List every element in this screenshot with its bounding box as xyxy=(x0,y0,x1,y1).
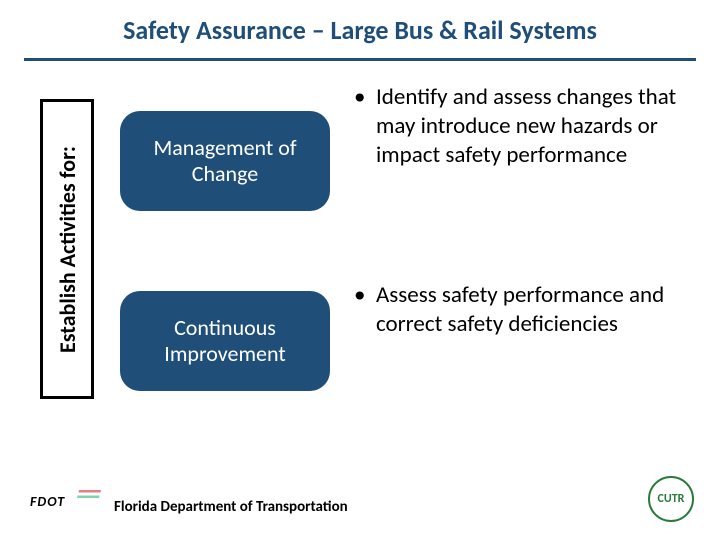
bullet-marker: • xyxy=(354,83,372,112)
bullet-item: • Assess safety performance and correct … xyxy=(354,281,694,339)
sidebar-box: Establish Activities for: xyxy=(40,99,94,399)
pill-label: Continuous Improvement xyxy=(128,315,322,368)
bullet-text: Assess safety performance and correct sa… xyxy=(376,281,694,339)
cutr-logo: CUTR xyxy=(648,476,694,522)
pill-management-of-change: Management of Change xyxy=(120,111,330,211)
flag-icon xyxy=(77,490,101,498)
pill-continuous-improvement: Continuous Improvement xyxy=(120,291,330,391)
bullet-text: Identify and assess changes that may int… xyxy=(376,83,694,169)
sidebar-label: Establish Activities for: xyxy=(54,146,81,353)
pill-label: Management of Change xyxy=(128,135,322,188)
fdot-logo: FDOT xyxy=(30,492,100,520)
cutr-logo-text: CUTR xyxy=(658,492,685,506)
content-area: Establish Activities for: Management of … xyxy=(0,61,720,461)
bullet-marker: • xyxy=(354,281,372,310)
slide-title: Safety Assurance – Large Bus & Rail Syst… xyxy=(24,14,696,46)
fdot-logo-text: FDOT xyxy=(30,493,65,510)
footer: FDOT Florida Department of Transportatio… xyxy=(0,482,720,522)
footer-org: Florida Department of Transportation xyxy=(114,498,348,516)
bullet-item: • Identify and assess changes that may i… xyxy=(354,83,694,169)
slide-title-bar: Safety Assurance – Large Bus & Rail Syst… xyxy=(0,0,720,54)
